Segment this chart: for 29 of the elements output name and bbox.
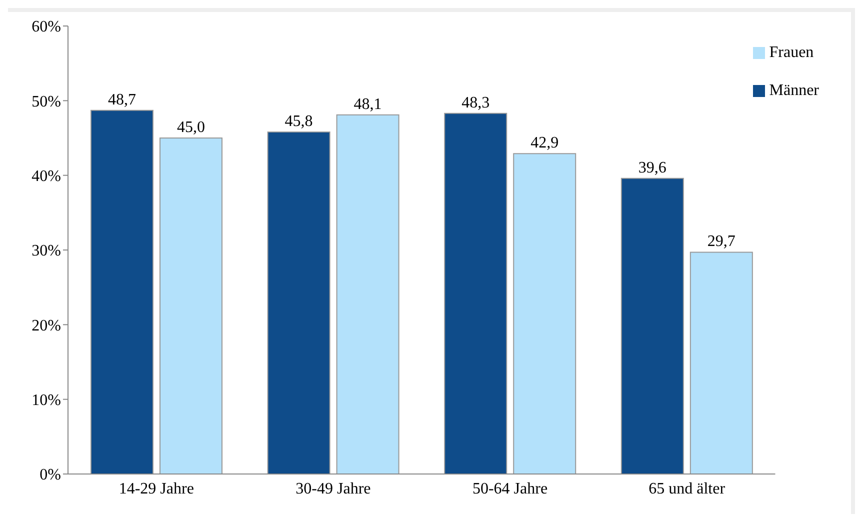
x-tick-label: 14-29 Jahre — [118, 480, 194, 498]
legend-label: Männer — [769, 82, 819, 99]
bar — [336, 114, 400, 474]
bar — [444, 112, 508, 474]
x-tick-label: 30-49 Jahre — [296, 480, 371, 498]
data-label: 42,9 — [530, 134, 559, 152]
bar — [90, 110, 154, 474]
bar — [159, 138, 222, 474]
bar — [513, 153, 576, 474]
y-tick-label: 60% — [32, 18, 61, 36]
y-tick-label: 50% — [32, 93, 61, 110]
x-tick-label: 50-64 Jahre — [472, 480, 548, 498]
data-label: 39,6 — [638, 159, 666, 176]
data-label: 48,1 — [354, 96, 382, 113]
bar — [620, 178, 684, 474]
x-tick-label: 65 und älter — [648, 480, 726, 498]
data-label: 45,0 — [176, 119, 205, 136]
bar — [267, 132, 330, 474]
y-tick-label: 0% — [40, 466, 61, 484]
bar — [690, 252, 753, 474]
data-label: 48,7 — [108, 91, 136, 108]
legend-label: Frauen — [769, 44, 814, 61]
y-tick-label: 40% — [32, 168, 61, 186]
y-tick-label: 20% — [32, 317, 61, 334]
data-label: 45,8 — [284, 113, 313, 130]
y-tick-label: 10% — [32, 392, 61, 410]
data-label: 48,3 — [462, 94, 490, 112]
y-tick-label: 30% — [32, 242, 61, 260]
data-label: 29,7 — [707, 233, 736, 250]
